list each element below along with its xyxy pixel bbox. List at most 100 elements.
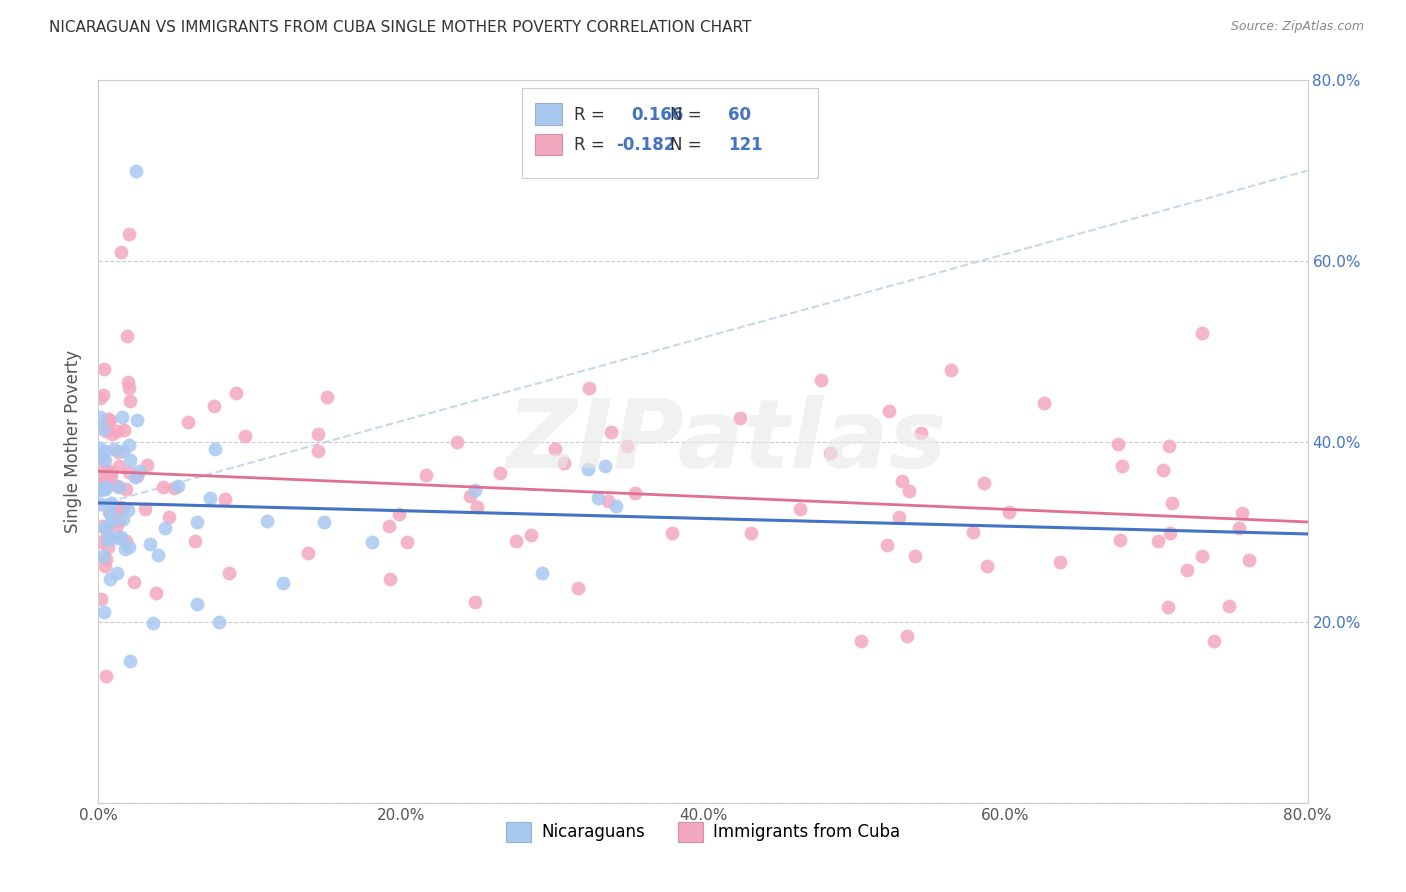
Point	[1204, 634, 1226, 648]
Point	[904, 549, 927, 563]
Point	[876, 538, 898, 552]
Point	[789, 501, 811, 516]
Point	[105, 566, 128, 580]
Point	[111, 443, 134, 458]
Point	[96, 463, 118, 477]
Point	[125, 163, 148, 178]
Point	[112, 423, 135, 437]
Point	[118, 452, 141, 467]
Point	[1175, 562, 1198, 576]
Point	[94, 444, 117, 458]
Point	[93, 605, 115, 619]
Point	[127, 469, 149, 483]
Point	[177, 415, 200, 429]
Point	[93, 482, 115, 496]
Point	[1159, 526, 1181, 541]
Point	[96, 475, 118, 490]
Point	[576, 462, 599, 476]
Point	[118, 438, 141, 452]
Point	[110, 244, 132, 259]
Point	[1191, 326, 1213, 340]
Point	[661, 526, 683, 541]
Point	[118, 381, 141, 395]
Point	[91, 450, 114, 465]
Point	[520, 528, 543, 542]
Point	[849, 634, 872, 648]
Point	[202, 399, 225, 413]
Point	[118, 465, 141, 479]
Point	[91, 549, 114, 564]
Point	[89, 410, 111, 425]
Point	[200, 491, 222, 505]
Point	[93, 474, 115, 488]
Point	[103, 442, 125, 457]
Point	[460, 489, 482, 503]
Point	[225, 385, 247, 400]
FancyBboxPatch shape	[534, 134, 561, 155]
Point	[122, 574, 145, 589]
Point	[891, 475, 914, 489]
Point	[388, 508, 411, 522]
Text: R =: R =	[574, 106, 610, 124]
Point	[138, 537, 160, 551]
Point	[89, 535, 111, 549]
Point	[1237, 553, 1260, 567]
FancyBboxPatch shape	[534, 103, 561, 125]
Point	[1230, 506, 1253, 520]
Point	[214, 491, 236, 506]
Point	[120, 393, 142, 408]
Point	[973, 475, 995, 490]
Point	[998, 506, 1021, 520]
Point	[94, 559, 117, 574]
Point	[877, 404, 900, 418]
Text: NICARAGUAN VS IMMIGRANTS FROM CUBA SINGLE MOTHER POVERTY CORRELATION CHART: NICARAGUAN VS IMMIGRANTS FROM CUBA SINGL…	[49, 20, 752, 35]
Point	[186, 515, 208, 529]
Point	[94, 482, 117, 496]
Point	[96, 528, 118, 542]
Point	[962, 524, 984, 539]
Point	[90, 518, 112, 533]
Point	[90, 591, 112, 606]
Point	[1108, 533, 1130, 547]
Point	[155, 521, 177, 535]
Point	[1227, 521, 1250, 535]
Point	[89, 483, 111, 497]
Y-axis label: Single Mother Poverty: Single Mother Poverty	[65, 350, 83, 533]
FancyBboxPatch shape	[522, 87, 818, 178]
Point	[100, 465, 122, 479]
Point	[208, 615, 231, 630]
Text: -0.182: -0.182	[616, 136, 675, 154]
Point	[118, 540, 141, 554]
Point	[887, 510, 910, 524]
Point	[94, 552, 117, 566]
Point	[107, 517, 129, 532]
Point	[93, 422, 115, 436]
Point	[1191, 549, 1213, 563]
Point	[107, 480, 129, 494]
Point	[218, 566, 240, 580]
Point	[96, 540, 118, 554]
Point	[578, 381, 600, 395]
Point	[128, 464, 150, 478]
Point	[976, 558, 998, 573]
Point	[233, 429, 256, 443]
Point	[910, 426, 932, 441]
Point	[1161, 496, 1184, 510]
Point	[136, 458, 159, 472]
Point	[94, 417, 117, 431]
Point	[598, 493, 620, 508]
Point	[124, 470, 146, 484]
Point	[162, 481, 184, 495]
Point	[818, 446, 841, 460]
Point	[100, 529, 122, 543]
Point	[145, 586, 167, 600]
Point	[117, 375, 139, 389]
Point	[100, 514, 122, 528]
Point	[94, 521, 117, 535]
Text: 0.166: 0.166	[631, 106, 685, 124]
Point	[1033, 396, 1056, 410]
Point	[315, 390, 337, 404]
Point	[89, 471, 111, 485]
Point	[1152, 463, 1174, 477]
Point	[142, 615, 165, 630]
